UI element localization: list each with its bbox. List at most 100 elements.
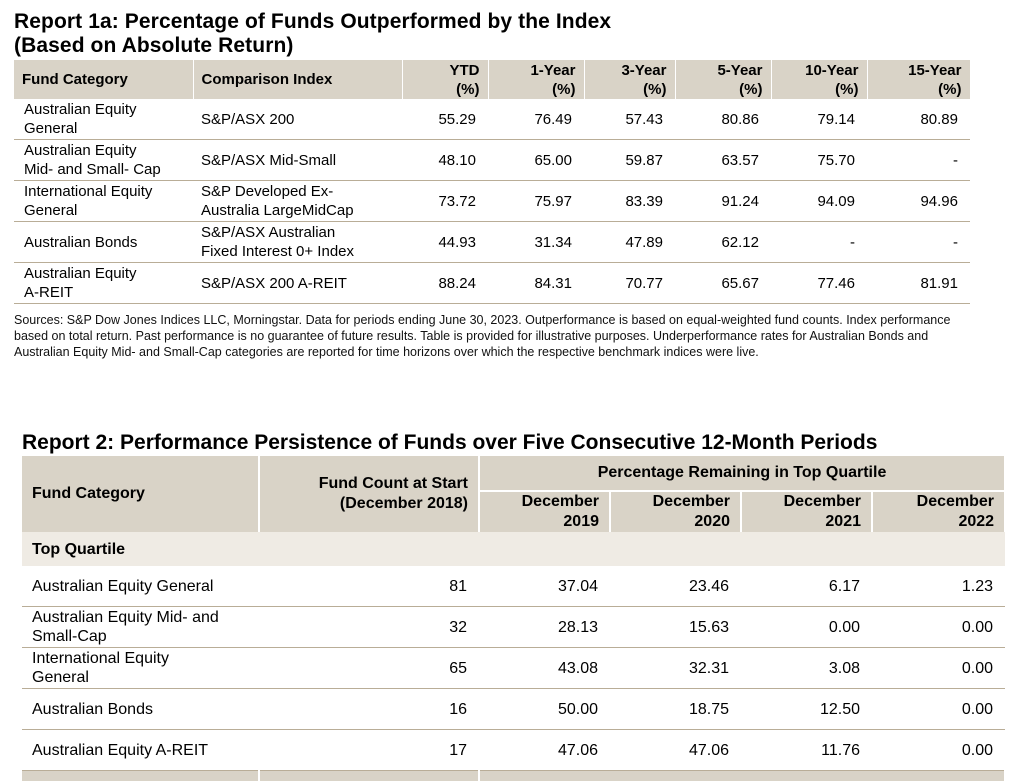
december-2022-cell: 0.00	[872, 607, 1005, 648]
comparison-index-cell: S&P/ASX Mid-Small	[193, 140, 402, 181]
december-2021-cell: 12.50	[741, 689, 872, 730]
december-2019-cell: 37.04	[479, 566, 610, 607]
december-2021-cell: 3.08	[741, 648, 872, 689]
sources-note: Sources: S&P Dow Jones Indices LLC, Morn…	[14, 312, 974, 360]
fund-category-cell: Australian Equity A-REIT	[22, 730, 259, 771]
col-10-year: 10-Year(%)	[771, 60, 867, 99]
december-2020-cell: 23.46	[610, 566, 741, 607]
fund-count-cell: 16	[259, 689, 479, 730]
table-row: Australian Equity A-REIT 17 47.06 47.06 …	[22, 730, 1005, 771]
footer-band-cell	[259, 771, 479, 781]
table-row: Australian Bonds 16 50.00 18.75 12.50 0.…	[22, 689, 1005, 730]
ytd-cell: 44.93	[402, 222, 488, 263]
15-year-cell: -	[867, 140, 970, 181]
december-2021-cell: 0.00	[741, 607, 872, 648]
10-year-cell: -	[771, 222, 867, 263]
fund-category-cell: Australian Bonds	[14, 222, 193, 263]
report1-title-line2: (Based on Absolute Return)	[14, 34, 611, 58]
col-fund-count-at-start: Fund Count at Start(December 2018)	[259, 456, 479, 532]
fund-count-cell: 17	[259, 730, 479, 771]
col-ytd: YTD(%)	[402, 60, 488, 99]
fund-count-cell: 32	[259, 607, 479, 648]
december-2022-cell: 0.00	[872, 648, 1005, 689]
december-2019-cell: 50.00	[479, 689, 610, 730]
15-year-cell: -	[867, 222, 970, 263]
december-2020-cell: 18.75	[610, 689, 741, 730]
col-15-year: 15-Year(%)	[867, 60, 970, 99]
10-year-cell: 77.46	[771, 263, 867, 304]
ytd-cell: 88.24	[402, 263, 488, 304]
10-year-cell: 79.14	[771, 99, 867, 140]
5-year-cell: 91.24	[675, 181, 771, 222]
report1-title: Report 1a: Percentage of Funds Outperfor…	[14, 10, 611, 58]
3-year-cell: 57.43	[584, 99, 675, 140]
col-comparison-index: Comparison Index	[193, 60, 402, 99]
col-group-percentage-remaining: Percentage Remaining in Top Quartile	[479, 456, 1005, 491]
ytd-cell: 55.29	[402, 99, 488, 140]
1-year-cell: 75.97	[488, 181, 584, 222]
3-year-cell: 70.77	[584, 263, 675, 304]
15-year-cell: 80.89	[867, 99, 970, 140]
comparison-index-cell: S&P/ASX 200	[193, 99, 402, 140]
3-year-cell: 59.87	[584, 140, 675, 181]
december-2019-cell: 43.08	[479, 648, 610, 689]
fund-category-cell: Australian Bonds	[22, 689, 259, 730]
december-2020-cell: 32.31	[610, 648, 741, 689]
10-year-cell: 75.70	[771, 140, 867, 181]
fund-category-cell: Australian Equity General	[22, 566, 259, 607]
table-row: Australian Equity General 81 37.04 23.46…	[22, 566, 1005, 607]
december-2020-cell: 15.63	[610, 607, 741, 648]
15-year-cell: 94.96	[867, 181, 970, 222]
10-year-cell: 94.09	[771, 181, 867, 222]
col-fund-category: Fund Category	[14, 60, 193, 99]
section-row-top-quartile: Top Quartile	[22, 532, 1005, 566]
col-1-year: 1-Year(%)	[488, 60, 584, 99]
15-year-cell: 81.91	[867, 263, 970, 304]
report2-title: Report 2: Performance Persistence of Fun…	[22, 430, 877, 456]
december-2022-cell: 0.00	[872, 730, 1005, 771]
ytd-cell: 73.72	[402, 181, 488, 222]
5-year-cell: 65.67	[675, 263, 771, 304]
3-year-cell: 47.89	[584, 222, 675, 263]
footer-band-cell	[22, 771, 259, 781]
1-year-cell: 65.00	[488, 140, 584, 181]
1-year-cell: 76.49	[488, 99, 584, 140]
col-fund-category: Fund Category	[22, 456, 259, 532]
report1-table: Fund Category Comparison Index YTD(%) 1-…	[14, 60, 971, 304]
december-2019-cell: 47.06	[479, 730, 610, 771]
3-year-cell: 83.39	[584, 181, 675, 222]
december-2021-cell: 11.76	[741, 730, 872, 771]
5-year-cell: 63.57	[675, 140, 771, 181]
5-year-cell: 80.86	[675, 99, 771, 140]
comparison-index-cell: S&P/ASX 200 A-REIT	[193, 263, 402, 304]
december-2022-cell: 0.00	[872, 689, 1005, 730]
col-3-year: 3-Year(%)	[584, 60, 675, 99]
section-label: Top Quartile	[22, 532, 1005, 566]
report1-header-row: Fund Category Comparison Index YTD(%) 1-…	[14, 60, 970, 99]
1-year-cell: 84.31	[488, 263, 584, 304]
fund-count-cell: 81	[259, 566, 479, 607]
december-2022-cell: 1.23	[872, 566, 1005, 607]
december-2021-cell: 6.17	[741, 566, 872, 607]
december-2019-cell: 28.13	[479, 607, 610, 648]
ytd-cell: 48.10	[402, 140, 488, 181]
5-year-cell: 62.12	[675, 222, 771, 263]
fund-count-cell: 65	[259, 648, 479, 689]
december-2020-cell: 47.06	[610, 730, 741, 771]
